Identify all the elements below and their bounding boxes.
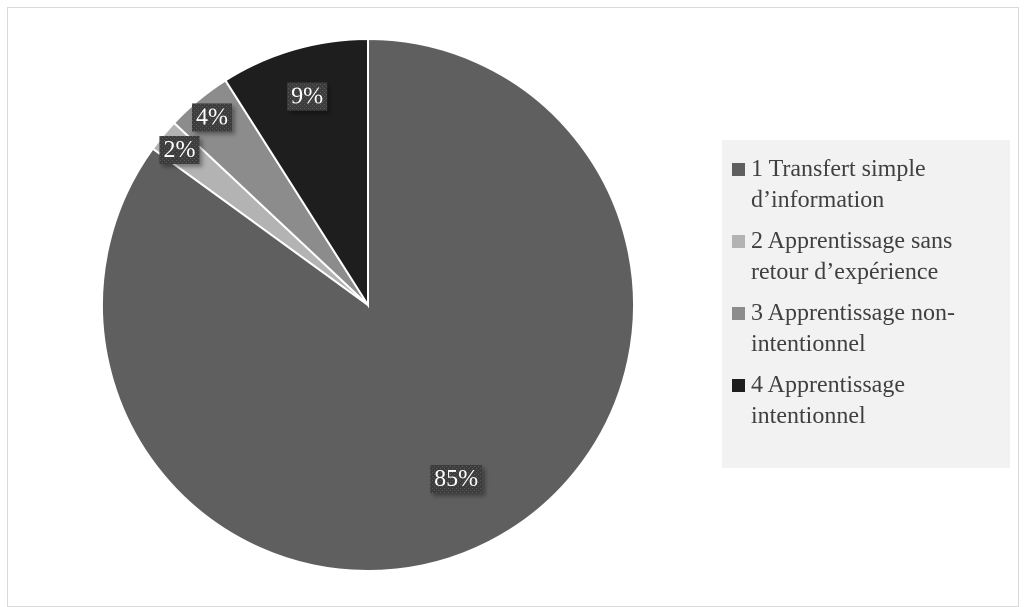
data-label-85: 85%	[430, 465, 483, 494]
legend-item-sans-retour: 2 Apprentissage sans retour d’expérience	[728, 226, 1002, 288]
svg-text:4%: 4%	[196, 104, 228, 130]
slice-intentionnel	[224, 37, 369, 309]
legend: 1 Transfert simple d’information 2 Appre…	[722, 140, 1010, 468]
legend-swatch	[732, 307, 745, 320]
legend-item-non-intentionnel: 3 Apprentissage non-intentionnel	[728, 298, 1002, 360]
legend-label: 1 Transfert simple d’information	[751, 156, 926, 213]
legend-swatch	[732, 163, 745, 176]
legend-swatch	[732, 379, 745, 392]
svg-text:9%: 9%	[291, 84, 323, 110]
legend-item-intentionnel: 4 Apprentissage intentionnel	[728, 370, 1002, 432]
data-label-9: 9%	[287, 82, 328, 111]
legend-label: 2 Apprentissage sans retour d’expérience	[751, 228, 953, 285]
legend-swatch	[732, 235, 745, 248]
svg-text:2%: 2%	[163, 137, 195, 163]
data-label-4: 4%	[192, 103, 233, 132]
legend-item-transfert: 1 Transfert simple d’information	[728, 154, 1002, 216]
legend-label: 3 Apprentissage non-intentionnel	[751, 300, 955, 357]
svg-text:85%: 85%	[434, 466, 478, 492]
pie-chart: 85% 2%4% 9%	[101, 37, 635, 572]
legend-label: 4 Apprentissage intentionnel	[751, 372, 905, 429]
data-label-2: 2%	[159, 136, 200, 165]
